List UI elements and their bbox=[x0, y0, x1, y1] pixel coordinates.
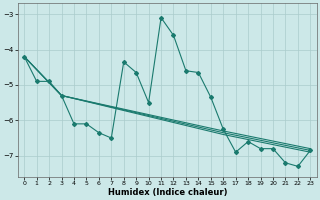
X-axis label: Humidex (Indice chaleur): Humidex (Indice chaleur) bbox=[108, 188, 227, 197]
